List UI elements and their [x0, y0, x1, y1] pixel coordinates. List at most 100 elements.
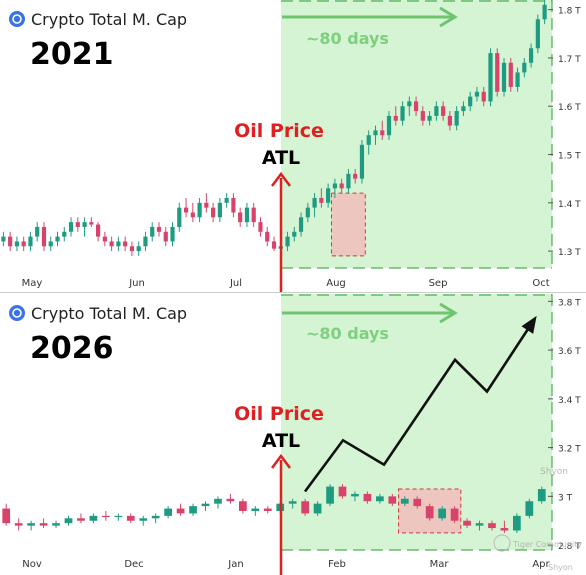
candle-body: [151, 515, 160, 519]
candle-body: [441, 106, 446, 116]
crypto-logo-icon: [9, 11, 25, 27]
y-tick-label: 1.8 T: [558, 7, 581, 17]
projection-line: [303, 317, 537, 493]
candle-body: [515, 72, 520, 87]
candle-body: [427, 115, 432, 121]
candle-body: [114, 515, 123, 518]
candle-body: [332, 183, 337, 189]
candle-body: [488, 523, 496, 529]
candle-body: [224, 197, 229, 203]
candle-body: [136, 246, 141, 252]
candle-body: [183, 207, 189, 213]
y-tick-label: 3 T: [558, 493, 573, 503]
candle-body: [463, 520, 471, 526]
candle-body: [407, 101, 412, 107]
candle-body: [48, 241, 53, 247]
candle-body: [231, 197, 236, 213]
y-grid: [548, 300, 553, 546]
period-label: ~80 days: [306, 324, 389, 343]
candlestick-series: [2, 484, 546, 533]
x-tick-label: Feb: [328, 559, 346, 570]
candle-body: [346, 173, 351, 189]
chart-title: Crypto Total M. Cap: [31, 10, 187, 29]
candle-body: [82, 222, 87, 227]
candle-body: [413, 498, 422, 507]
candle-body: [150, 226, 155, 237]
candle-body: [226, 498, 235, 502]
candle-body: [535, 19, 540, 49]
candle-body: [89, 515, 98, 521]
candle-body: [420, 111, 425, 121]
candle-body: [313, 503, 322, 514]
candle-body: [434, 106, 439, 116]
candle-body: [62, 231, 67, 237]
candle-body: [177, 207, 182, 227]
candle-body: [1, 236, 6, 242]
candle-body: [400, 106, 405, 121]
x-tick-label: Oct: [532, 278, 549, 289]
y-tick-label: 3.6 T: [558, 347, 581, 357]
candle-body: [338, 486, 347, 497]
candle-body: [8, 236, 13, 247]
atl-arrow-head: [271, 453, 291, 469]
candle-body: [214, 498, 222, 504]
crypto-logo-icon-ring: [12, 14, 22, 24]
y-tick-label: 1.6 T: [558, 103, 581, 113]
candle-body: [501, 62, 507, 92]
x-tick-label: Aug: [326, 278, 346, 289]
candle-body: [339, 183, 344, 189]
projection-arrow-head: [521, 315, 537, 334]
candle-body: [75, 222, 80, 227]
candle-body: [39, 523, 48, 526]
candle-body: [176, 508, 185, 514]
candlestick-series: [1, 0, 547, 256]
candle-body: [380, 130, 385, 136]
x-tick-label: Jan: [227, 559, 243, 570]
candle-body: [139, 518, 148, 521]
candle-body: [454, 111, 459, 126]
candle-body: [190, 212, 195, 218]
candle-body: [239, 501, 247, 511]
x-tick-label: Nov: [22, 559, 42, 570]
candle-body: [77, 518, 85, 521]
crypto-logo-icon-ring: [12, 308, 22, 318]
candle-body: [298, 217, 304, 232]
candle-body: [393, 115, 398, 121]
candle-body: [123, 241, 128, 247]
candle-body: [366, 135, 371, 145]
x-tick-label: May: [22, 278, 43, 289]
candle-body: [386, 115, 392, 136]
candle-body: [288, 501, 297, 504]
x-axis-ticks: Nov Dec Jan Feb Mar Apr: [22, 559, 550, 570]
crypto-logo-icon: [9, 305, 25, 321]
candle-body: [508, 62, 513, 87]
x-tick-label: Dec: [124, 559, 143, 570]
x-tick-label: Jun: [128, 278, 145, 289]
candle-body: [156, 226, 162, 232]
candle-body: [163, 231, 168, 242]
period-label: ~80 days: [306, 29, 389, 48]
candle-body: [488, 53, 493, 102]
period-arrow-head: [439, 302, 458, 324]
candle-body: [438, 508, 446, 519]
candle-body: [238, 212, 243, 223]
candle-body: [244, 207, 250, 223]
y-tick-label: 1.7 T: [558, 55, 581, 65]
period-arrow-head: [439, 6, 458, 28]
x-tick-label: Jul: [229, 278, 242, 289]
candle-body: [271, 241, 277, 249]
x-tick-label: Mar: [430, 559, 450, 570]
candle-body: [500, 528, 509, 531]
candle-body: [312, 197, 317, 208]
candle-body: [2, 508, 11, 524]
chart-title: Crypto Total M. Cap: [31, 304, 187, 323]
candle-body: [217, 202, 222, 218]
candle-body: [468, 96, 473, 107]
watermark-text: Shyon: [548, 563, 573, 572]
candle-body: [170, 226, 175, 242]
watermark-text: Tiger Community: [512, 540, 582, 549]
candle-body: [525, 501, 534, 516]
candle-body: [400, 498, 409, 504]
candle-body: [129, 246, 135, 252]
candle-body: [450, 508, 459, 521]
